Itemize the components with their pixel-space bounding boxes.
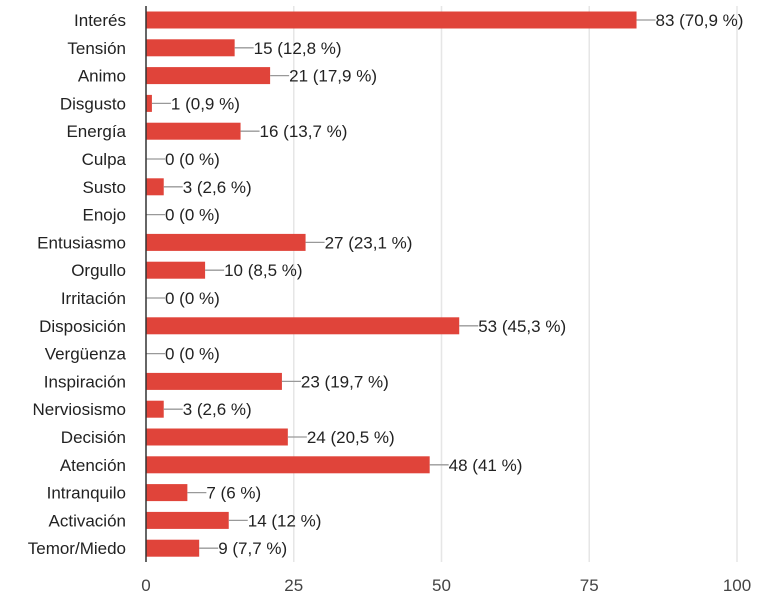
x-tick-label-75: 75 (580, 576, 599, 595)
category-label-temor-miedo: Temor/Miedo (28, 539, 126, 558)
category-label-irritaci-n: Irritación (61, 289, 126, 308)
bar-energ-a (146, 122, 241, 140)
bar-susto (146, 178, 164, 196)
category-label-nerviosismo: Nerviosismo (32, 400, 126, 419)
category-label-energ-a: Energía (66, 122, 126, 141)
bar-nerviosismo (146, 400, 164, 418)
value-label-nerviosismo: 3 (2,6 %) (183, 400, 252, 419)
category-label-susto: Susto (83, 178, 126, 197)
category-label-orgullo: Orgullo (71, 261, 126, 280)
bar-atenci-n (146, 456, 430, 474)
category-label-enojo: Enojo (83, 206, 126, 225)
value-label-energ-a: 16 (13,7 %) (260, 122, 348, 141)
value-label-susto: 3 (2,6 %) (183, 178, 252, 197)
bar-tensi-n (146, 39, 235, 57)
labels: 0 25 50 75 100 83 (70,9 %) Interés 15 (12,8 %) T… (28, 11, 751, 595)
bars (146, 11, 656, 557)
bar-orgullo (146, 261, 206, 279)
bar-disgusto (146, 94, 152, 112)
value-label-temor-miedo: 9 (7,7 %) (218, 539, 287, 558)
category-label-verg-enza: Vergüenza (45, 345, 127, 364)
category-label-activaci-n: Activación (49, 511, 126, 530)
value-label-disgusto: 1 (0,9 %) (171, 94, 240, 113)
value-label-activaci-n: 14 (12 %) (248, 511, 322, 530)
value-label-irritaci-n: 0 (0 %) (165, 289, 220, 308)
value-label-disposici-n: 53 (45,3 %) (478, 317, 566, 336)
category-label-decisi-n: Decisión (61, 428, 126, 447)
x-tick-label-100: 100 (723, 576, 751, 595)
value-label-inter-s: 83 (70,9 %) (656, 11, 744, 30)
category-label-tensi-n: Tensión (67, 39, 126, 58)
grid-lines (293, 6, 738, 562)
bar-intranquilo (146, 484, 188, 502)
x-tick-label-0: 0 (141, 576, 150, 595)
value-label-entusiasmo: 27 (23,1 %) (325, 233, 413, 252)
bar-activaci-n (146, 511, 229, 529)
value-label-decisi-n: 24 (20,5 %) (307, 428, 395, 447)
bar-disposici-n (146, 317, 460, 335)
bar-temor-miedo (146, 539, 200, 557)
bar-entusiasmo (146, 233, 306, 251)
bar-decisi-n (146, 428, 288, 446)
category-label-entusiasmo: Entusiasmo (37, 233, 126, 252)
value-label-inspiraci-n: 23 (19,7 %) (301, 372, 389, 391)
value-label-verg-enza: 0 (0 %) (165, 345, 220, 364)
value-label-animo: 21 (17,9 %) (289, 67, 377, 86)
category-label-disgusto: Disgusto (60, 94, 126, 113)
category-label-inter-s: Interés (74, 11, 126, 30)
category-label-intranquilo: Intranquilo (47, 484, 126, 503)
value-label-atenci-n: 48 (41 %) (449, 456, 523, 475)
category-label-animo: Animo (78, 67, 126, 86)
x-tick-label-25: 25 (284, 576, 303, 595)
value-label-tensi-n: 15 (12,8 %) (254, 39, 342, 58)
category-label-disposici-n: Disposición (39, 317, 126, 336)
category-label-atenci-n: Atención (60, 456, 126, 475)
value-label-enojo: 0 (0 %) (165, 206, 220, 225)
category-label-inspiraci-n: Inspiración (44, 372, 126, 391)
category-label-culpa: Culpa (82, 150, 127, 169)
bar-animo (146, 67, 271, 85)
value-label-orgullo: 10 (8,5 %) (224, 261, 302, 280)
x-tick-label-50: 50 (432, 576, 451, 595)
bar-inter-s (146, 11, 637, 29)
value-label-intranquilo: 7 (6 %) (206, 484, 261, 503)
bar-inspiraci-n (146, 372, 282, 390)
value-label-culpa: 0 (0 %) (165, 150, 220, 169)
